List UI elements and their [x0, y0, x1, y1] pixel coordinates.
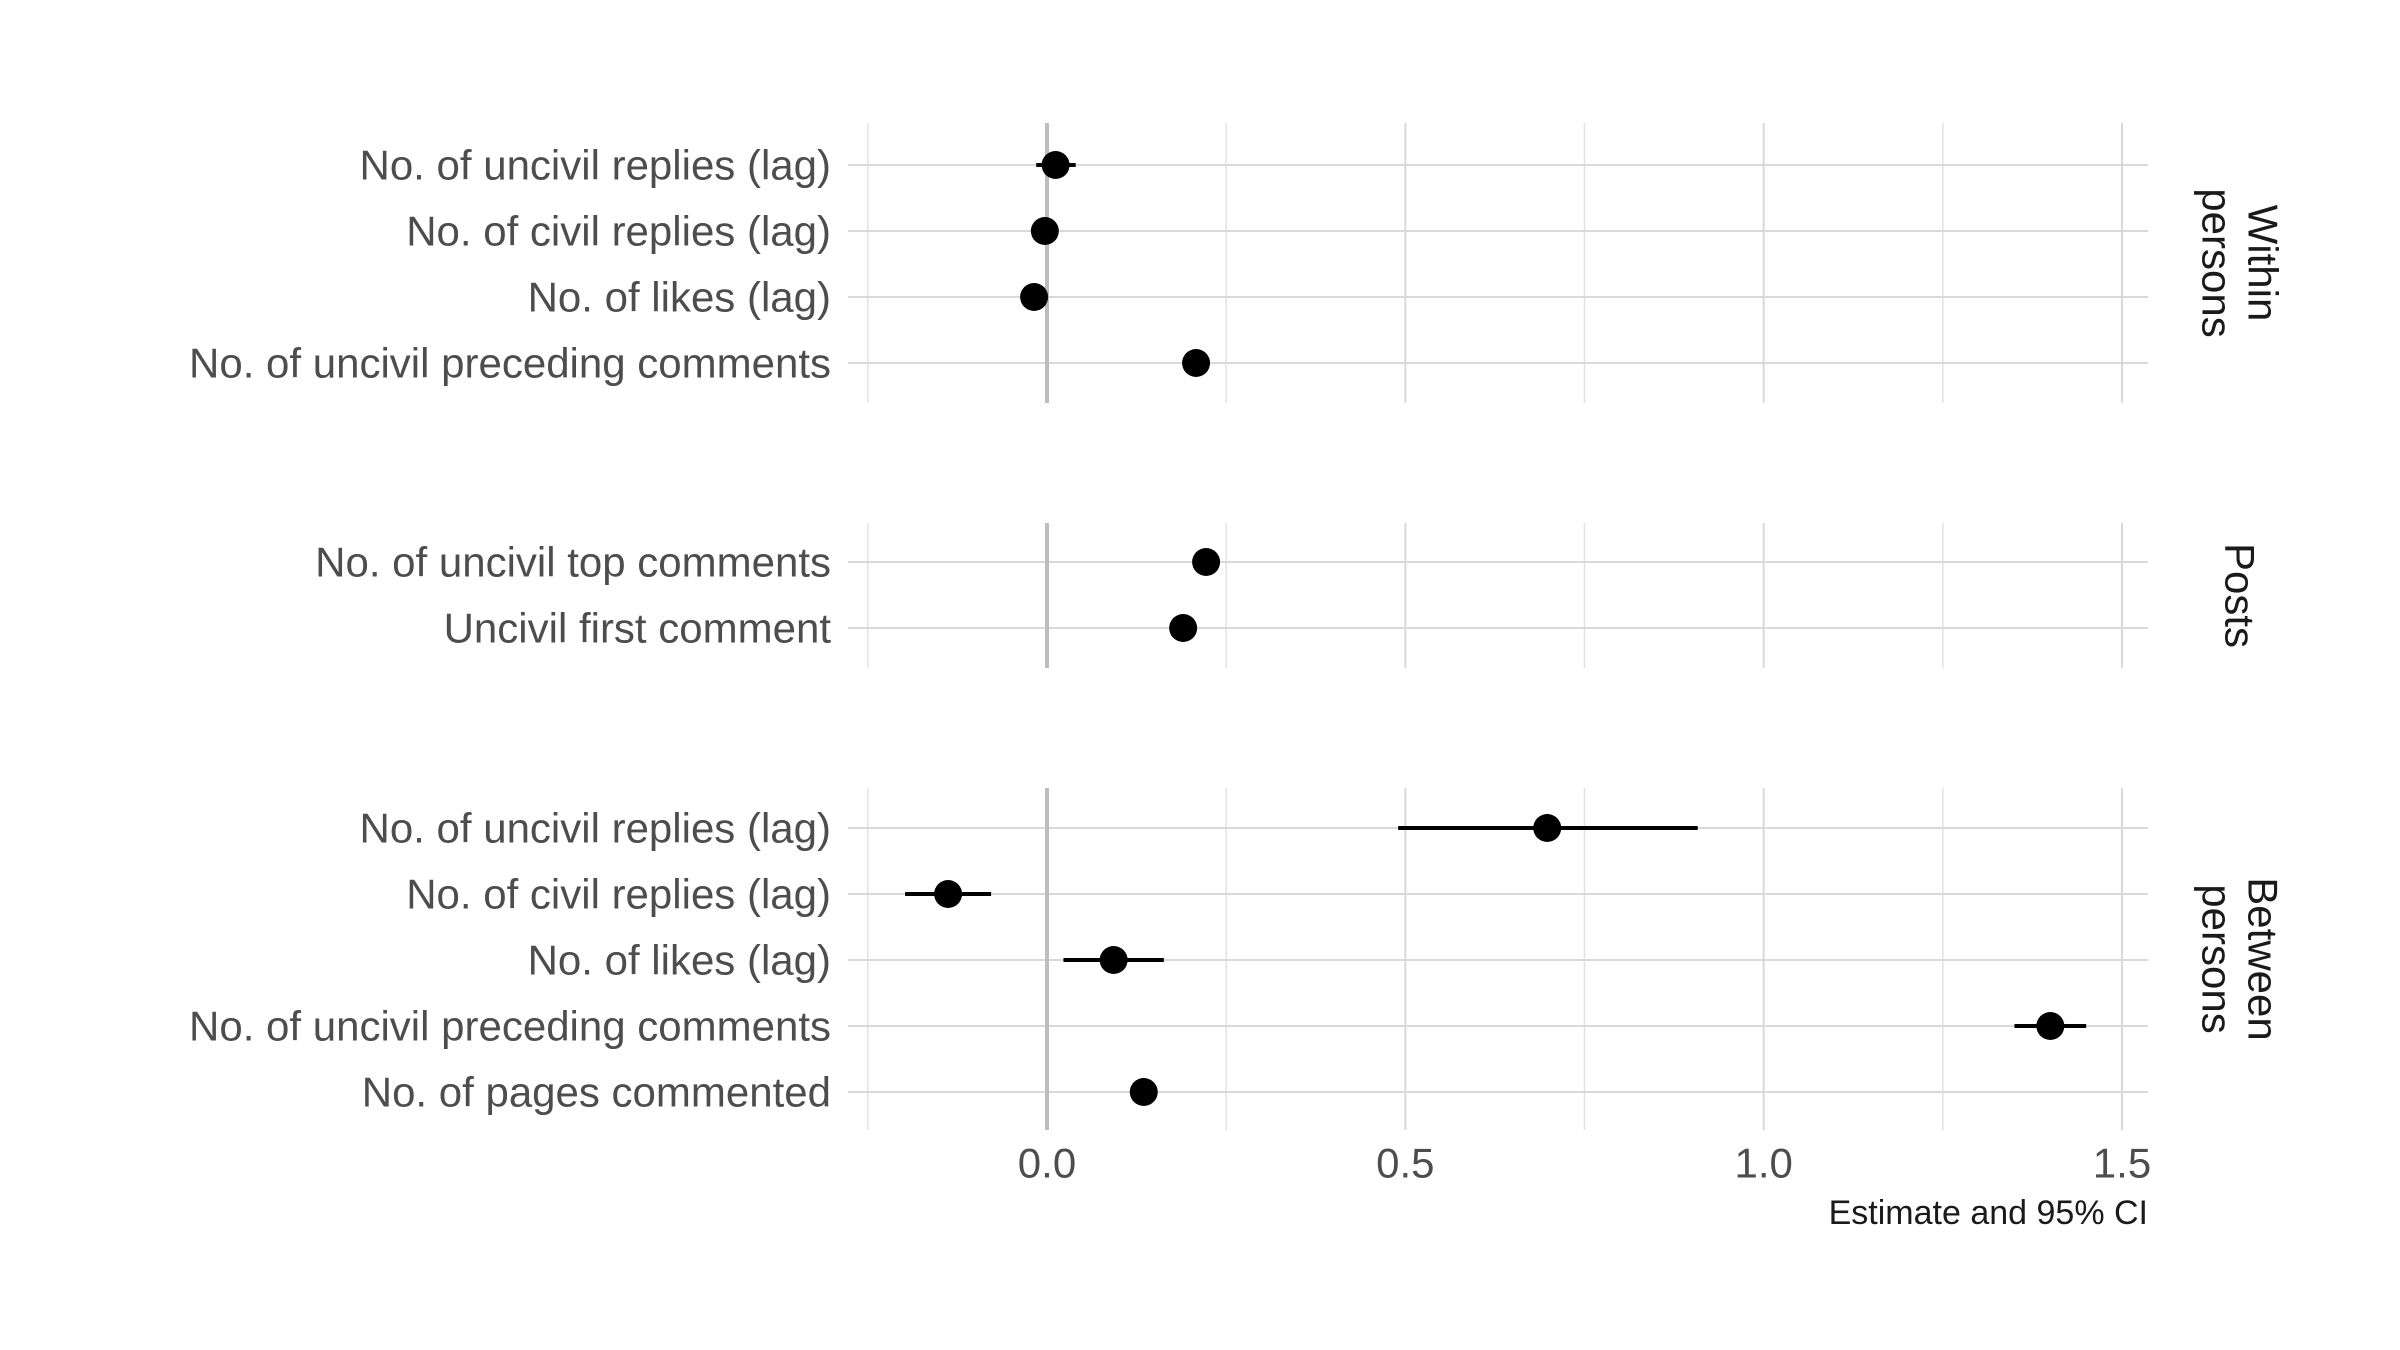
estimate-point [1030, 217, 1059, 245]
x-tick-label: 0.5 [1376, 1140, 1434, 1187]
estimate-point [1533, 814, 1562, 842]
strip-label-line: Between [2240, 877, 2287, 1040]
row-label: No. of civil replies (lag) [406, 871, 831, 918]
row-label: No. of likes (lag) [528, 274, 831, 321]
strip-label-line: Posts [2217, 543, 2264, 648]
row-label: No. of likes (lag) [528, 937, 831, 984]
row-label: No. of pages commented [362, 1069, 831, 1116]
strip-label-line: persons [2194, 188, 2241, 337]
estimate-point [934, 880, 963, 908]
strip-label-line: persons [2194, 884, 2241, 1033]
estimate-point [1129, 1078, 1158, 1106]
x-tick-label: 1.5 [2093, 1140, 2151, 1187]
row-label: No. of uncivil top comments [315, 539, 831, 586]
panel-strip-label: Posts [2217, 543, 2264, 648]
row-label: No. of uncivil replies (lag) [359, 142, 831, 189]
strip-label-line: Within [2240, 205, 2287, 322]
row-label: No. of uncivil preceding comments [189, 1003, 831, 1050]
row-label: Uncivil first comment [444, 605, 832, 652]
row-label: No. of civil replies (lag) [406, 208, 831, 255]
estimate-point [1041, 151, 1070, 179]
estimate-point [1182, 349, 1211, 377]
row-label: No. of uncivil preceding comments [189, 340, 831, 387]
row-label: No. of uncivil replies (lag) [359, 805, 831, 852]
x-tick-label: 0.0 [1018, 1140, 1076, 1187]
x-axis-title: Estimate and 95% CI [1829, 1194, 2148, 1232]
estimate-point [2036, 1012, 2065, 1040]
x-tick-label: 1.0 [1734, 1140, 1792, 1187]
estimate-point [1192, 548, 1221, 576]
estimate-point [1099, 946, 1128, 974]
estimate-point [1169, 614, 1198, 642]
estimate-point [1020, 283, 1049, 311]
